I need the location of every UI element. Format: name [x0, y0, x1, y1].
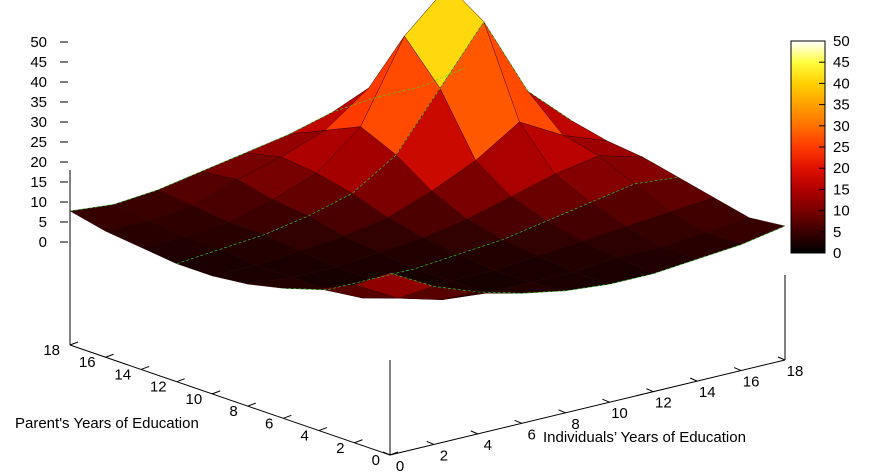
z-tick-label: 0: [39, 234, 47, 251]
y-tick-label: 8: [229, 403, 237, 420]
colorbar-tick-label: 15: [833, 181, 850, 198]
contour-line: [389, 225, 786, 294]
x-tick-label: 16: [743, 374, 760, 391]
y-tick-label: 12: [150, 379, 167, 396]
y-tick-label: 4: [301, 428, 309, 445]
x-tick-label: 14: [699, 384, 716, 401]
colorbar-tick-label: 10: [833, 203, 850, 220]
colorbar-tick-label: 5: [833, 224, 841, 241]
z-tick-label: 45: [30, 54, 47, 71]
y-tick-mark: [69, 341, 79, 346]
z-tick-label: 20: [30, 154, 47, 171]
x-tick-label: 6: [527, 426, 535, 443]
y-tick-mark: [176, 378, 185, 383]
y-tick-mark: [389, 451, 399, 456]
colorbar-tick-label: 40: [833, 75, 850, 92]
colorbar-tick-label: 35: [833, 97, 850, 114]
z-tick-label: 15: [30, 174, 47, 191]
x-tick-label: 2: [440, 447, 448, 464]
plot-axes: 0 2 4 6 8 10 12 14 16 18 0 2 4 6 8 10 12 14 16 18 0 5 10 15 20 25…: [30, 34, 803, 472]
surface-mesh: [69, 0, 786, 300]
colorbar-tick-label: 25: [833, 139, 850, 156]
x-tick-mark: [777, 356, 786, 361]
colorbar-tick-label: 50: [833, 33, 850, 50]
y-tick-label: 0: [372, 452, 380, 469]
x-tick-mark: [558, 409, 566, 414]
y-axis-line: [69, 344, 391, 456]
y-tick-mark: [247, 402, 256, 407]
y-axis-label: Parent's Years of Education: [15, 415, 199, 432]
y-tick-label: 10: [186, 391, 203, 408]
contour-line: [69, 67, 466, 212]
colorbar-tick-label: 30: [833, 118, 850, 135]
z-tick-label: 40: [30, 74, 47, 91]
y-tick-mark: [283, 414, 292, 419]
z-tick-label: 25: [30, 134, 47, 151]
y-tick-label: 18: [43, 342, 60, 359]
x-tick-mark: [646, 388, 654, 393]
x-tick-mark: [426, 440, 435, 445]
x-axis-label: Individuals’ Years of Education: [543, 429, 746, 446]
y-tick-label: 14: [114, 366, 131, 383]
z-tick-label: 5: [39, 214, 47, 231]
y-tick-mark: [354, 439, 363, 444]
contour-line: [283, 177, 679, 291]
x-axis-line: [389, 359, 786, 456]
z-tick-label: 50: [30, 34, 47, 51]
colorbar-tick-label: 45: [833, 54, 850, 71]
colorbar: 0 5 10 15 20 25 30 35 40 45 50: [790, 33, 850, 262]
y-tick-mark: [140, 365, 150, 370]
x-tick-mark: [382, 451, 391, 456]
y-tick-label: 6: [265, 415, 273, 432]
x-tick-mark: [602, 398, 610, 403]
z-tick-label: 30: [30, 114, 47, 131]
y-tick-mark: [212, 390, 221, 395]
z-tick-label: 10: [30, 194, 47, 211]
x-tick-mark: [470, 430, 478, 435]
x-tick-mark: [690, 377, 698, 382]
x-tick-label: 8: [571, 416, 579, 433]
y-tick-label: 16: [79, 354, 96, 371]
x-tick-mark: [733, 367, 742, 372]
x-tick-label: 10: [611, 405, 628, 422]
x-tick-label: 4: [484, 437, 492, 454]
x-tick-mark: [514, 419, 522, 424]
y-tick-mark: [318, 427, 328, 432]
z-tick-label: 35: [30, 94, 47, 111]
x-tick-label: 0: [396, 458, 404, 472]
x-tick-label: 12: [655, 395, 672, 412]
y-tick-mark: [105, 353, 114, 358]
colorbar-tick-label: 0: [833, 245, 841, 262]
x-tick-label: 18: [787, 363, 804, 380]
y-tick-label: 2: [336, 440, 344, 457]
colorbar-tick-label: 20: [833, 160, 850, 177]
